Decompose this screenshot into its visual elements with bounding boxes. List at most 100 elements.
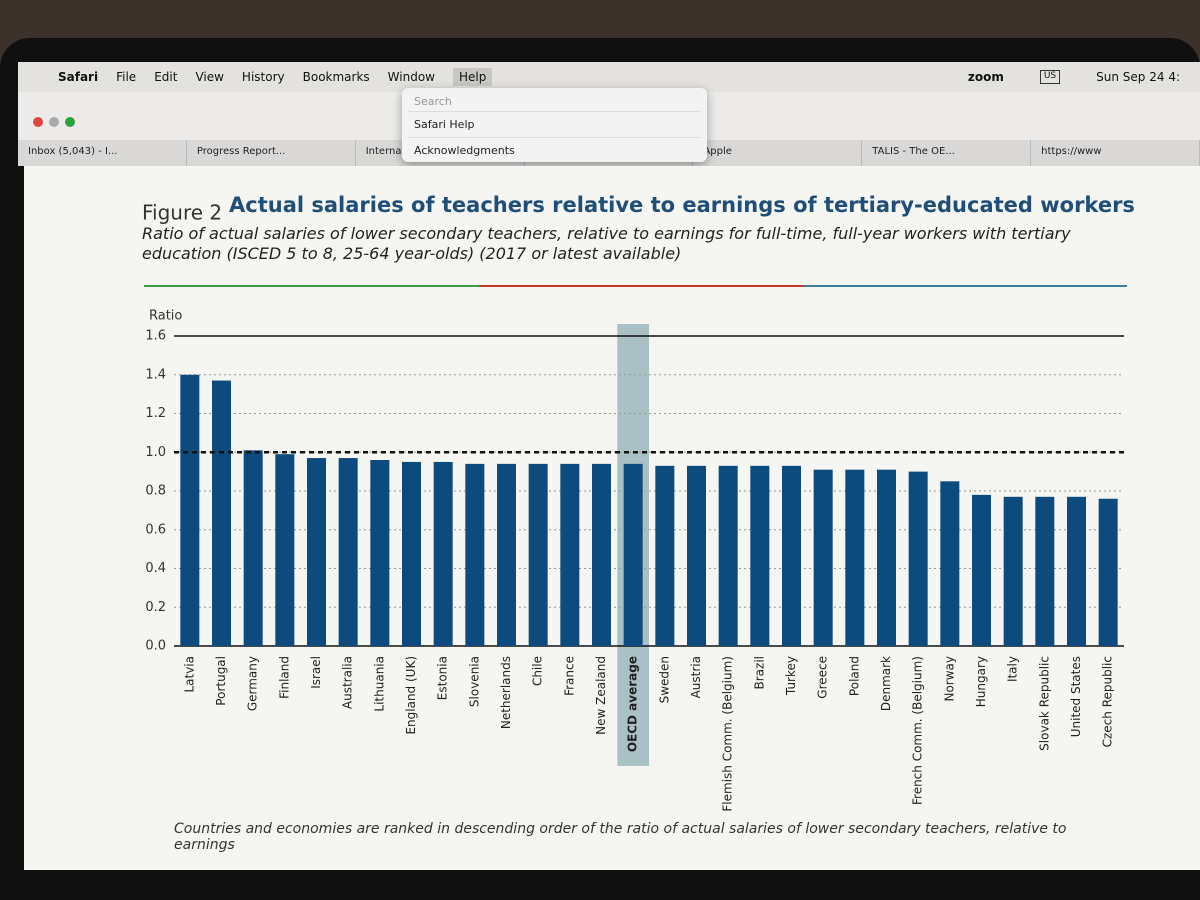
chart-subtitle: Ratio of actual salaries of lower second… — [142, 224, 1071, 263]
x-tick-label: Slovenia — [467, 656, 481, 707]
x-tick-label: Turkey — [784, 656, 798, 696]
menu-bar: Safari File Edit View History Bookmarks … — [18, 62, 1200, 92]
bar — [180, 374, 200, 646]
bar — [908, 471, 928, 646]
x-tick-label: Portugal — [214, 656, 228, 706]
tab[interactable]: Apple — [693, 140, 863, 166]
bar — [402, 461, 421, 646]
menu-item[interactable]: Edit — [154, 70, 178, 84]
bar — [243, 450, 263, 646]
bar — [1003, 496, 1023, 646]
chart: Figure 2 Actual salaries of teachers rel… — [142, 193, 1135, 853]
x-tick-label: Chile — [531, 656, 545, 686]
y-tick-label: 1.6 — [145, 329, 166, 344]
status-item[interactable]: Sun Sep 24 4: — [1096, 70, 1180, 84]
menu-item[interactable]: View — [195, 70, 224, 84]
bar — [497, 463, 516, 646]
x-tick-label: New Zealand — [594, 656, 608, 735]
chart-note: Countries and economies are ranked in de… — [174, 821, 1067, 853]
y-tick-label: 0.4 — [145, 561, 166, 576]
bar — [782, 465, 801, 646]
menu-item[interactable]: File — [116, 70, 137, 84]
x-tick-label: Australia — [341, 656, 355, 709]
x-tick-label: Greece — [816, 656, 830, 699]
bar — [813, 469, 833, 646]
bar — [212, 380, 231, 646]
bar — [877, 469, 896, 646]
y-tick-label: 0.8 — [145, 484, 166, 499]
y-tick-label: 0.6 — [145, 522, 166, 537]
x-tick-label: England (UK) — [404, 656, 418, 735]
bar — [655, 465, 675, 646]
tab[interactable]: Progress Report... — [187, 140, 356, 166]
y-tick-label: 1.0 — [145, 445, 166, 460]
x-tick-label: French Comm. (Belgium) — [911, 656, 925, 805]
help-menu: Search Safari Help Acknowledgments — [402, 88, 707, 162]
bar — [1035, 496, 1055, 646]
menu-item[interactable]: Bookmarks — [302, 70, 370, 84]
x-tick-label: Austria — [689, 656, 703, 698]
y-axis-label: Ratio — [149, 309, 182, 324]
x-tick-label: Flemish Comm. (Belgium) — [721, 656, 735, 812]
bar — [687, 465, 706, 646]
x-tick-label: Denmark — [879, 656, 893, 711]
bar — [718, 465, 738, 646]
x-tick-label: Poland — [847, 656, 861, 696]
status-item[interactable]: zoom — [967, 70, 1004, 84]
x-tick-label: United States — [1069, 656, 1083, 737]
x-tick-label: Italy — [1006, 656, 1020, 682]
bar — [338, 458, 358, 646]
bar — [433, 461, 453, 646]
tab[interactable]: TALIS - The OE... — [862, 140, 1032, 166]
bar — [845, 469, 865, 646]
x-tick-label: Czech Republic — [1101, 656, 1115, 747]
status-item[interactable]: US — [1039, 70, 1061, 84]
x-tick-label: Israel — [309, 656, 323, 689]
tab[interactable]: https://www — [1031, 140, 1200, 166]
y-tick-label: 0.0 — [145, 639, 166, 654]
menu-item[interactable]: Window — [387, 70, 435, 84]
menu-search[interactable]: Search — [408, 92, 701, 112]
bar — [1098, 498, 1118, 646]
x-tick-label: Netherlands — [499, 656, 513, 729]
x-tick-label: Germany — [246, 656, 260, 711]
x-tick-label: Slovak Republic — [1037, 656, 1051, 751]
menu-item[interactable]: Help — [453, 68, 493, 86]
bar — [592, 463, 611, 646]
bar — [307, 458, 326, 646]
bar — [750, 465, 770, 646]
figure-label: Figure 2 — [142, 201, 222, 225]
bar — [940, 481, 960, 646]
x-tick-label: OECD average — [626, 656, 640, 752]
x-tick-label: Norway — [942, 656, 956, 702]
bar — [465, 463, 485, 646]
bar — [528, 463, 548, 646]
x-tick-label: Estonia — [436, 656, 450, 700]
x-tick-label: Latvia — [182, 656, 196, 693]
x-tick-label: Lithuania — [372, 656, 386, 712]
bar — [623, 463, 643, 646]
x-tick-label: Sweden — [657, 656, 671, 703]
bar — [560, 463, 580, 646]
window-controls — [33, 117, 75, 127]
x-tick-label: France — [562, 656, 576, 696]
menu-option[interactable]: Acknowledgments — [414, 144, 515, 157]
bar — [275, 454, 295, 646]
bar — [370, 460, 390, 646]
tab[interactable]: Inbox (5,043) - I... — [18, 140, 187, 166]
x-tick-label: Hungary — [974, 656, 988, 707]
menu-option[interactable]: Safari Help — [414, 118, 475, 131]
chart-title: Actual salaries of teachers relative to … — [229, 193, 1135, 217]
note-box: Countries and economies are ranked in de… — [174, 821, 1067, 853]
menu-item[interactable]: Safari — [58, 70, 99, 84]
subtitle-box: Ratio of actual salaries of lower second… — [142, 224, 1071, 263]
bar — [1067, 496, 1086, 646]
y-tick-label: 0.2 — [145, 600, 166, 615]
x-tick-label: Finland — [277, 656, 291, 699]
menu-item[interactable]: History — [241, 70, 285, 84]
y-tick-label: 1.4 — [145, 367, 166, 382]
x-tick-label: Brazil — [752, 656, 766, 690]
document-page: Figure 2 Actual salaries of teachers rel… — [24, 166, 1200, 870]
y-tick-label: 1.2 — [145, 406, 166, 421]
